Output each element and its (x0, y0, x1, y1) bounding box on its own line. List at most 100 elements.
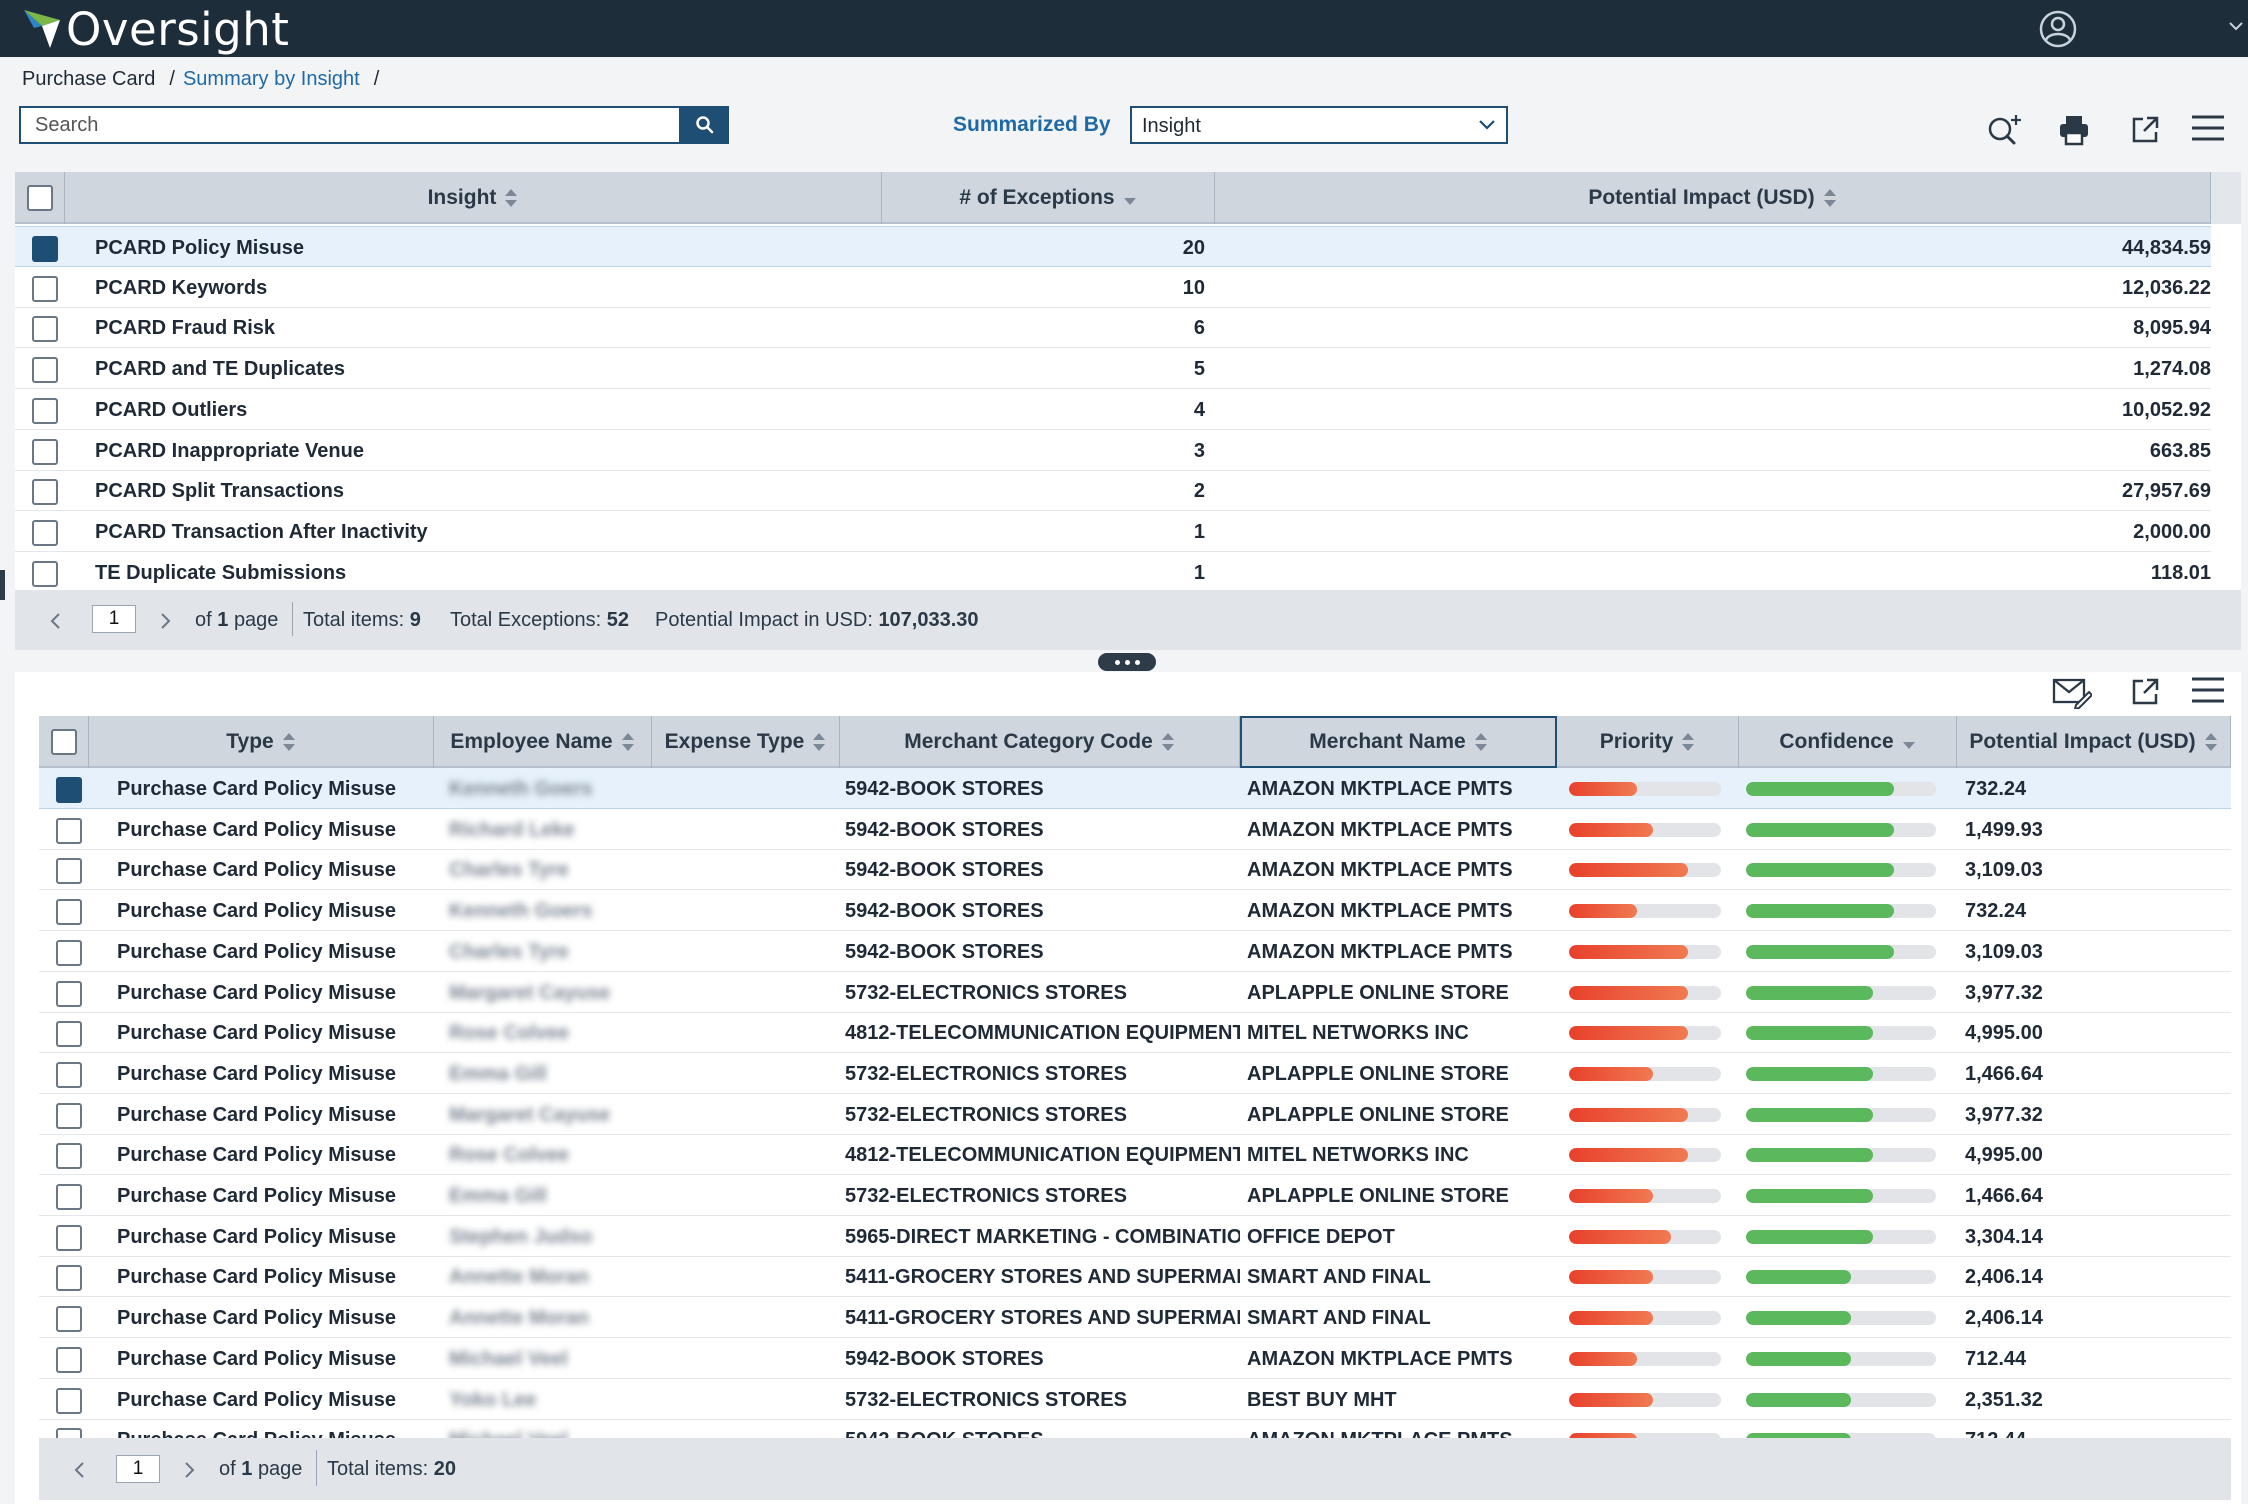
employee-column-header[interactable]: Employee Name (434, 716, 652, 768)
table-row[interactable]: Purchase Card Policy Misuse Annette Moran… (39, 1297, 2231, 1339)
impact-column-header[interactable]: Potential Impact (USD) (1957, 716, 2231, 768)
type-column-header[interactable]: Type (89, 716, 434, 768)
expense-type-column-header[interactable]: Expense Type (652, 716, 840, 768)
table-row[interactable]: Purchase Card Policy Misuse Charles Tyre 5… (39, 849, 2231, 891)
email-button[interactable] (2052, 672, 2092, 712)
export-button[interactable] (2125, 110, 2165, 150)
employee-header-label: Employee Name (450, 730, 613, 753)
table-row[interactable]: Purchase Card Policy Misuse Kenneth Goers… (39, 890, 2231, 932)
page-number-input[interactable]: 1 (116, 1455, 160, 1483)
insight-column-header[interactable]: Insight (65, 172, 882, 224)
chevron-left-icon[interactable] (73, 1461, 87, 1479)
table-row[interactable]: PCARD Outliers 4 10,052.92 (15, 389, 2211, 430)
export-button[interactable] (2125, 672, 2165, 712)
row-checkbox[interactable] (56, 817, 82, 844)
row-checkbox[interactable] (56, 1021, 82, 1048)
chevron-down-icon[interactable] (2226, 16, 2246, 36)
type-cell: Purchase Card Policy Misuse (117, 1103, 397, 1126)
menu-button[interactable] (2188, 670, 2228, 710)
row-checkbox[interactable] (56, 1102, 82, 1129)
chevron-right-icon[interactable] (182, 1461, 196, 1479)
row-checkbox[interactable] (56, 980, 82, 1007)
table-row[interactable]: PCARD Fraud Risk 6 8,095.94 (15, 307, 2211, 349)
panel-splitter-handle[interactable] (1098, 653, 1156, 671)
breadcrumb-current[interactable]: Summary by Insight (182, 68, 360, 90)
row-checkbox[interactable] (32, 397, 58, 424)
table-row[interactable]: Purchase Card Policy Misuse Yoko Lee 5732-… (39, 1379, 2231, 1420)
table-row[interactable]: Purchase Card Policy Misuse Rose Colvee 48… (39, 1134, 2231, 1176)
exceptions-column-header[interactable]: # of Exceptions (882, 172, 1215, 224)
priority-column-header[interactable]: Priority (1557, 716, 1739, 768)
type-cell: Purchase Card Policy Misuse (117, 1388, 397, 1411)
table-row[interactable]: Purchase Card Policy Misuse Stephen Judso… (39, 1216, 2231, 1257)
table-row[interactable]: Purchase Card Policy Misuse Rose Colvee 48… (39, 1012, 2231, 1054)
select-all-checkbox[interactable] (50, 729, 77, 755)
scrollbar[interactable] (2211, 172, 2241, 224)
row-checkbox[interactable] (56, 1061, 82, 1088)
table-row[interactable]: TE Duplicate Submissions 1 118.01 (15, 552, 2211, 593)
row-checkbox[interactable] (56, 1387, 82, 1414)
table-row[interactable]: Purchase Card Policy Misuse Michael Veel 5… (39, 1338, 2231, 1379)
row-checkbox[interactable] (56, 777, 82, 803)
row-checkbox[interactable] (32, 560, 58, 587)
table-row[interactable]: Purchase Card Policy Misuse Charles Tyre 5… (39, 931, 2231, 972)
search-button[interactable] (681, 106, 729, 144)
mcc-column-header[interactable]: Merchant Category Code (840, 716, 1240, 768)
table-row[interactable]: Purchase Card Policy Misuse Emma Gill 5732… (39, 1053, 2231, 1094)
side-panel-handle[interactable] (0, 570, 5, 600)
insight-name: PCARD Transaction After Inactivity (95, 520, 428, 543)
row-checkbox[interactable] (56, 1428, 82, 1438)
table-row[interactable]: PCARD Keywords 10 12,036.22 (15, 267, 2211, 308)
table-row[interactable]: PCARD Transaction After Inactivity 1 2,000… (15, 511, 2211, 552)
print-button[interactable] (2054, 110, 2094, 150)
add-query-button[interactable] (1985, 110, 2025, 150)
priority-bar (1569, 944, 1721, 959)
table-row[interactable]: Purchase Card Policy Misuse Annette Moran… (39, 1256, 2231, 1298)
impact-value: 663.85 (2149, 439, 2211, 462)
row-checkbox[interactable] (56, 1265, 82, 1292)
select-all-cell (39, 716, 89, 768)
row-checkbox[interactable] (32, 479, 58, 506)
row-checkbox[interactable] (56, 1143, 82, 1170)
row-checkbox[interactable] (56, 939, 82, 966)
search-input[interactable] (21, 108, 679, 142)
select-all-checkbox[interactable] (26, 185, 53, 211)
external-link-icon (2132, 678, 2159, 705)
search-field (19, 106, 681, 144)
row-checkbox[interactable] (56, 1224, 82, 1251)
user-profile-icon[interactable] (2038, 9, 2078, 49)
table-row[interactable]: Purchase Card Policy Misuse Richard Leke 5… (39, 809, 2231, 850)
table-row[interactable]: PCARD Inappropriate Venue 3 663.85 (15, 430, 2211, 471)
confidence-column-header[interactable]: Confidence (1739, 716, 1957, 768)
table-row[interactable]: Purchase Card Policy Misuse Kenneth Goers… (39, 768, 2231, 809)
table-row[interactable]: PCARD and TE Duplicates 5 1,274.08 (15, 348, 2211, 390)
merchant-column-header[interactable]: Merchant Name (1240, 716, 1557, 768)
row-checkbox[interactable] (56, 1346, 82, 1373)
table-row[interactable]: Purchase Card Policy Misuse Margaret Cayu… (39, 1094, 2231, 1135)
row-checkbox[interactable] (32, 519, 58, 546)
row-checkbox[interactable] (32, 316, 58, 343)
row-checkbox[interactable] (56, 899, 82, 926)
sort-icon (505, 189, 518, 207)
row-checkbox[interactable] (32, 357, 58, 384)
table-row[interactable]: Purchase Card Policy Misuse Margaret Cayu… (39, 972, 2231, 1013)
table-row[interactable]: Purchase Card Policy Misuse Michael Veel 5… (39, 1419, 2231, 1438)
chevron-left-icon[interactable] (49, 612, 63, 630)
row-checkbox[interactable] (32, 438, 58, 465)
row-checkbox[interactable] (32, 275, 58, 302)
search-icon (696, 116, 714, 134)
merchant-header-label: Merchant Name (1309, 730, 1466, 753)
menu-button[interactable] (2188, 108, 2228, 148)
summarized-by-select[interactable]: Insight (1130, 106, 1508, 144)
table-row[interactable]: PCARD Policy Misuse 20 44,834.59 (15, 226, 2211, 267)
row-checkbox[interactable] (56, 1184, 82, 1210)
breadcrumb-root[interactable]: Purchase Card (22, 68, 156, 90)
row-checkbox[interactable] (32, 236, 58, 262)
page-number-input[interactable]: 1 (92, 605, 136, 633)
row-checkbox[interactable] (56, 1306, 82, 1333)
row-checkbox[interactable] (56, 858, 82, 885)
impact-column-header[interactable]: Potential Impact (USD) (1215, 172, 2211, 224)
chevron-right-icon[interactable] (158, 612, 172, 630)
table-row[interactable]: PCARD Split Transactions 2 27,957.69 (15, 470, 2211, 512)
table-row[interactable]: Purchase Card Policy Misuse Emma Gill 5732… (39, 1175, 2231, 1216)
